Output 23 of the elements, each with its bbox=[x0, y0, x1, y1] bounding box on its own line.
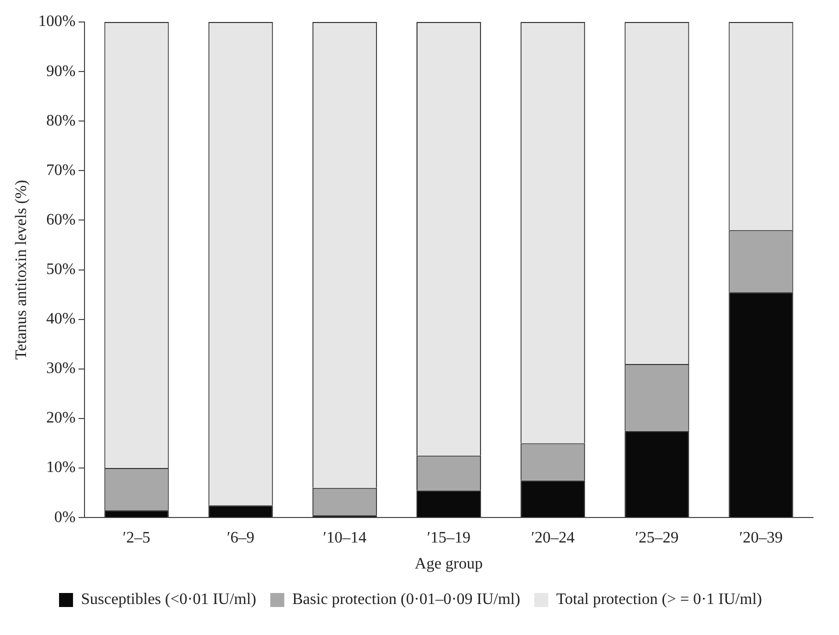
y-tick-label: 50% bbox=[46, 261, 76, 278]
legend-label: Susceptibles (<0·01 IU/ml) bbox=[81, 591, 256, 608]
x-tick-label: ′20–24 bbox=[531, 529, 575, 546]
x-tick-label: ′25–29 bbox=[635, 529, 679, 546]
y-tick-label: 30% bbox=[46, 360, 76, 378]
x-tick-label: ′6–9 bbox=[226, 529, 254, 546]
y-tick-label: 40% bbox=[46, 310, 76, 328]
y-tick-label: 10% bbox=[46, 459, 76, 476]
y-tick-label: 0% bbox=[54, 508, 76, 526]
legend-label: Basic protection (0·01–0·09 IU/ml) bbox=[292, 591, 520, 608]
x-tick-label: ′10–14 bbox=[322, 529, 366, 546]
y-axis-title: Tetanus antitoxin levels (%) bbox=[12, 180, 30, 360]
x-axis-title: Age group bbox=[414, 556, 483, 573]
x-tick-label: ′20–39 bbox=[739, 529, 783, 546]
x-tick-label: ′15–19 bbox=[427, 529, 471, 546]
y-tick-label: 80% bbox=[46, 112, 76, 130]
legend-label: Total protection (> = 0·1 IU/ml) bbox=[556, 591, 762, 608]
y-tick-label: 90% bbox=[46, 62, 76, 80]
y-tick-label: 70% bbox=[46, 162, 76, 179]
y-tick-label: 60% bbox=[46, 211, 76, 228]
x-tick-label: ′2–5 bbox=[122, 529, 150, 546]
y-tick-label: 100% bbox=[38, 13, 76, 30]
y-tick-label: 20% bbox=[46, 410, 76, 427]
